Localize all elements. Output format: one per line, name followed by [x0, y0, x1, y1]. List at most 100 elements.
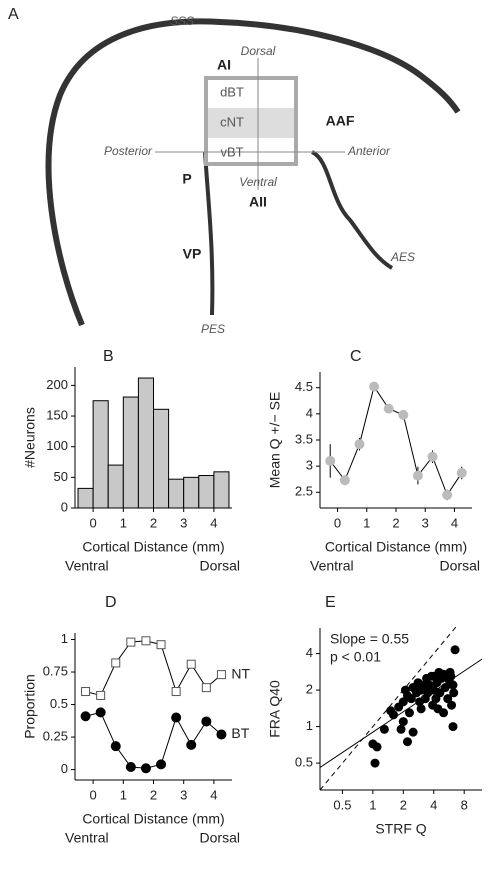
x-tick-label: 4	[210, 515, 217, 530]
label: dBT	[220, 84, 244, 99]
point	[443, 694, 453, 704]
marker	[171, 712, 182, 723]
marker	[398, 409, 409, 420]
y-axis-label: Mean Q +/− SE	[267, 392, 283, 489]
marker	[156, 640, 166, 650]
y-tick-label: 0	[61, 499, 68, 514]
y-tick-label: 0.5	[295, 755, 313, 770]
x-tick-label: 0	[89, 787, 96, 802]
marker	[81, 687, 91, 697]
point	[396, 724, 406, 734]
label: AES	[390, 250, 415, 264]
y-axis-label: FRA Q40	[267, 680, 283, 738]
x-tick-label: 1	[363, 515, 370, 530]
sss-sulcus	[45, 18, 461, 327]
label: AII	[249, 194, 267, 210]
bar	[92, 400, 109, 509]
label: Dorsal	[241, 44, 276, 58]
bar	[168, 478, 185, 509]
marker	[216, 729, 227, 740]
y-tick-label: 0.75	[43, 663, 68, 678]
marker	[369, 381, 380, 392]
series-label: NT	[231, 665, 250, 681]
x-tick-label: 4	[451, 515, 458, 530]
x-tick-label: 2	[392, 515, 399, 530]
label: Ventral	[239, 175, 277, 189]
label: PES	[201, 322, 225, 336]
label: vBT	[220, 144, 243, 159]
marker	[110, 741, 121, 752]
point	[450, 645, 460, 655]
x-annotation: Dorsal	[440, 558, 480, 574]
marker	[126, 637, 136, 647]
x-axis-label: STRF Q	[375, 821, 426, 837]
y-axis-label: #Neurons	[22, 407, 38, 468]
y-tick-label: 200	[46, 377, 68, 392]
y-tick-label: 3	[306, 458, 313, 473]
x-tick-label: 2	[150, 787, 157, 802]
y-tick-label: 1	[306, 718, 313, 733]
marker	[201, 683, 211, 693]
point	[440, 683, 450, 693]
x-annotation: Ventral	[65, 558, 109, 574]
series-label: BT	[231, 725, 249, 741]
point	[379, 724, 389, 734]
x-tick-label: 3	[180, 515, 187, 530]
x-tick-label: 3	[422, 515, 429, 530]
y-tick-label: 1	[61, 631, 68, 646]
point	[433, 704, 443, 714]
x-tick-label: 8	[461, 797, 468, 812]
marker	[412, 470, 423, 481]
y-tick-label: 0.5	[50, 696, 68, 711]
reference-line	[319, 658, 483, 768]
x-annotation: Ventral	[310, 558, 354, 574]
panel-label: C	[350, 348, 362, 365]
bar	[153, 408, 170, 509]
point	[408, 727, 418, 737]
x-tick-label: 4	[430, 797, 437, 812]
x-tick-label: 4	[210, 787, 217, 802]
marker	[186, 659, 196, 669]
diagram: A SSS Dorsal AI dBT cNT vBT AAF Posterio…	[8, 6, 461, 336]
y-tick-label: 0	[61, 761, 68, 776]
annotation: Slope = 0.55	[330, 631, 409, 647]
marker	[125, 761, 136, 772]
x-tick-label: 1	[369, 797, 376, 812]
marker	[383, 403, 394, 414]
point	[404, 708, 414, 718]
x-axis-label: Cortical Distance (mm)	[325, 539, 467, 555]
point	[406, 694, 416, 704]
point	[416, 704, 426, 714]
panel-label: D	[105, 594, 117, 611]
x-tick-label: 1	[120, 787, 127, 802]
marker	[95, 707, 106, 718]
annotation: p < 0.01	[330, 649, 381, 665]
aes-sulcus	[310, 150, 394, 270]
x-annotation: Dorsal	[200, 830, 240, 846]
marker	[156, 759, 167, 770]
bar	[122, 396, 139, 509]
y-tick-label: 2	[306, 682, 313, 697]
bar	[137, 377, 154, 509]
label: Posterior	[104, 144, 153, 158]
bar	[198, 475, 215, 509]
point	[449, 688, 459, 698]
y-tick-label: 100	[46, 438, 68, 453]
y-tick-label: 4.5	[295, 379, 313, 394]
y-tick-label: 50	[54, 469, 68, 484]
series-line	[329, 385, 463, 497]
series-line	[85, 711, 222, 769]
label: AI	[217, 57, 231, 73]
bar	[183, 476, 200, 509]
point	[372, 742, 382, 752]
x-annotation: Dorsal	[200, 558, 240, 574]
label: P	[182, 171, 191, 187]
point	[447, 700, 457, 710]
bar	[107, 464, 124, 509]
marker	[339, 475, 350, 486]
marker	[96, 690, 106, 700]
x-axis-label: Cortical Distance (mm)	[82, 539, 224, 555]
point	[402, 737, 412, 747]
x-tick-label: 0.5	[333, 797, 351, 812]
